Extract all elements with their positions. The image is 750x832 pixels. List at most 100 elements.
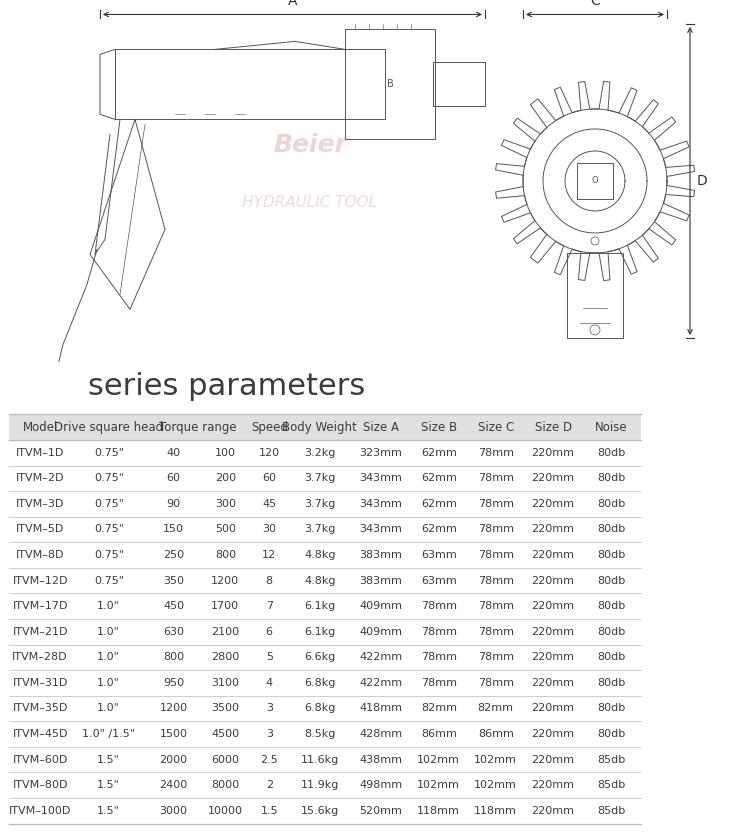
Text: Noise: Noise	[595, 421, 628, 433]
Text: ITVM–60D: ITVM–60D	[13, 755, 68, 765]
Text: 500: 500	[214, 524, 236, 534]
Text: 78mm: 78mm	[421, 678, 457, 688]
Text: Beier: Beier	[273, 133, 347, 156]
Text: 63mm: 63mm	[421, 550, 457, 560]
Text: 450: 450	[163, 602, 184, 612]
Text: 80db: 80db	[597, 626, 626, 636]
Bar	[9, 440, 641, 466]
Text: 80db: 80db	[597, 550, 626, 560]
Text: 1.5": 1.5"	[98, 780, 120, 790]
Bar	[9, 491, 641, 517]
Text: 323mm: 323mm	[359, 448, 403, 458]
Text: 1.0": 1.0"	[98, 626, 120, 636]
Text: 220mm: 220mm	[532, 780, 574, 790]
Bar	[9, 593, 641, 619]
Text: 220mm: 220mm	[532, 805, 574, 816]
Text: 4.8kg: 4.8kg	[304, 576, 336, 586]
Text: 1.0": 1.0"	[98, 652, 120, 662]
Text: 85db: 85db	[597, 780, 626, 790]
Text: 422mm: 422mm	[359, 652, 403, 662]
Text: 30: 30	[262, 524, 276, 534]
Text: 220mm: 220mm	[532, 576, 574, 586]
Text: ITVM–2D: ITVM–2D	[16, 473, 64, 483]
Text: 80db: 80db	[597, 678, 626, 688]
Text: Torque range: Torque range	[159, 421, 237, 433]
Text: 8: 8	[266, 576, 273, 586]
Text: 11.6kg: 11.6kg	[301, 755, 339, 765]
Text: 86mm: 86mm	[421, 729, 457, 739]
Text: 78mm: 78mm	[478, 448, 514, 458]
Text: 15.6kg: 15.6kg	[301, 805, 339, 816]
Text: 1200: 1200	[160, 704, 188, 714]
Text: 102mm: 102mm	[474, 780, 518, 790]
Text: 80db: 80db	[597, 473, 626, 483]
Text: ITVM–12D: ITVM–12D	[12, 576, 68, 586]
Text: 0.75": 0.75"	[94, 499, 124, 509]
Text: 1.0" /1.5": 1.0" /1.5"	[82, 729, 135, 739]
Text: 422mm: 422mm	[359, 678, 403, 688]
Text: 0.75": 0.75"	[94, 550, 124, 560]
Text: 438mm: 438mm	[359, 755, 403, 765]
Text: Size A: Size A	[363, 421, 399, 433]
Bar	[9, 721, 641, 747]
Text: 80db: 80db	[597, 602, 626, 612]
Text: 78mm: 78mm	[478, 652, 514, 662]
Text: 350: 350	[164, 576, 184, 586]
Text: 78mm: 78mm	[421, 652, 457, 662]
Text: 62mm: 62mm	[421, 499, 457, 509]
Text: Body Weight: Body Weight	[283, 421, 357, 433]
Text: 3: 3	[266, 704, 273, 714]
Text: ITVM–8D: ITVM–8D	[16, 550, 64, 560]
Text: 82mm: 82mm	[421, 704, 457, 714]
Text: ITVM–35D: ITVM–35D	[13, 704, 68, 714]
Text: series parameters: series parameters	[88, 372, 366, 400]
Text: 220mm: 220mm	[532, 602, 574, 612]
Text: ITVM–1D: ITVM–1D	[16, 448, 64, 458]
Text: 80db: 80db	[597, 448, 626, 458]
Text: 102mm: 102mm	[474, 755, 518, 765]
Text: 10000: 10000	[208, 805, 243, 816]
Text: 1200: 1200	[211, 576, 239, 586]
Text: 1.0": 1.0"	[98, 602, 120, 612]
Text: 80db: 80db	[597, 729, 626, 739]
Bar	[9, 542, 641, 567]
Text: 1500: 1500	[160, 729, 188, 739]
Text: 118mm: 118mm	[417, 805, 460, 816]
Text: 6: 6	[266, 626, 273, 636]
Bar	[9, 772, 641, 798]
Text: ITVM–31D: ITVM–31D	[13, 678, 68, 688]
Text: 11.9kg: 11.9kg	[301, 780, 339, 790]
Text: 220mm: 220mm	[532, 550, 574, 560]
Text: 800: 800	[214, 550, 236, 560]
Text: 383mm: 383mm	[359, 550, 403, 560]
Text: 300: 300	[214, 499, 236, 509]
Text: D: D	[697, 174, 708, 188]
Text: 102mm: 102mm	[417, 755, 460, 765]
Text: 4: 4	[266, 678, 273, 688]
Text: 0.75": 0.75"	[94, 448, 124, 458]
Text: 62mm: 62mm	[421, 524, 457, 534]
Text: 343mm: 343mm	[359, 473, 403, 483]
Text: 5: 5	[266, 652, 273, 662]
Text: 3.2kg: 3.2kg	[304, 448, 335, 458]
Text: 220mm: 220mm	[532, 729, 574, 739]
Text: 82mm: 82mm	[478, 704, 514, 714]
Text: 428mm: 428mm	[359, 729, 403, 739]
Text: 220mm: 220mm	[532, 499, 574, 509]
Text: A: A	[288, 0, 297, 8]
Bar	[9, 567, 641, 593]
Text: 1.0": 1.0"	[98, 678, 120, 688]
Text: 6.8kg: 6.8kg	[304, 704, 335, 714]
Text: 78mm: 78mm	[478, 678, 514, 688]
Text: 520mm: 520mm	[359, 805, 403, 816]
Text: 1.5": 1.5"	[98, 755, 120, 765]
Text: C: C	[590, 0, 600, 8]
Text: 220mm: 220mm	[532, 626, 574, 636]
Text: 80db: 80db	[597, 652, 626, 662]
Text: 86mm: 86mm	[478, 729, 514, 739]
Text: 343mm: 343mm	[359, 524, 403, 534]
Text: 6000: 6000	[211, 755, 239, 765]
Text: 498mm: 498mm	[359, 780, 403, 790]
Text: 2: 2	[266, 780, 273, 790]
Text: 78mm: 78mm	[421, 626, 457, 636]
